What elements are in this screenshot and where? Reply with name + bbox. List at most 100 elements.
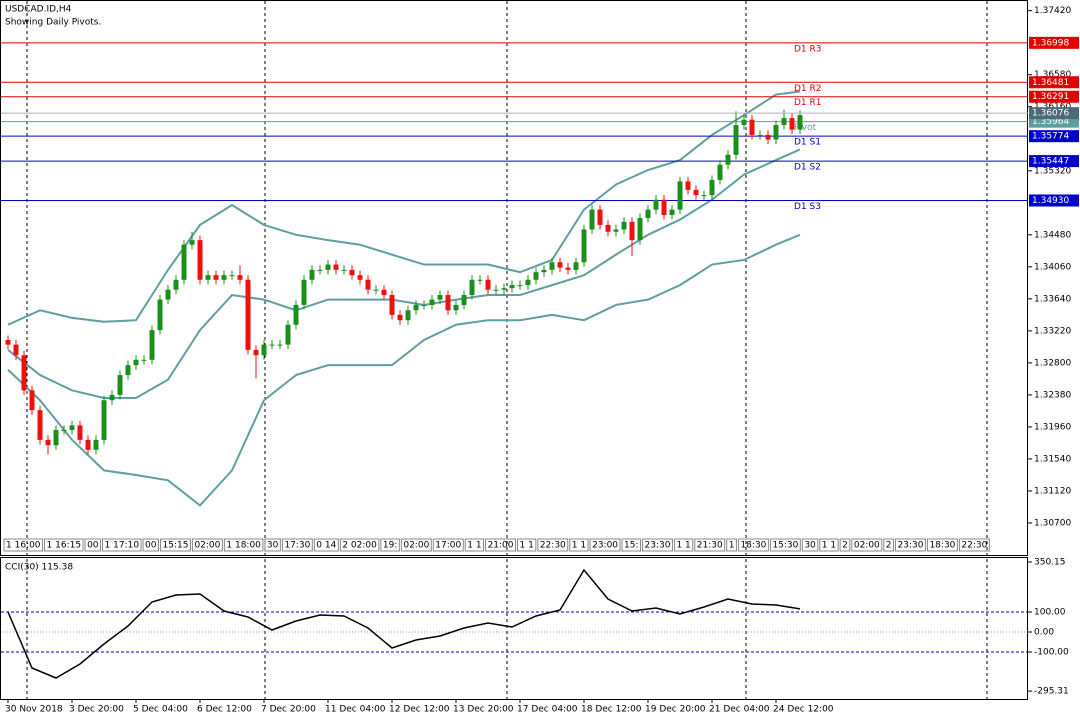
session-label: 1 1 <box>572 541 586 551</box>
candle-body <box>117 375 123 395</box>
candle-body <box>781 118 787 126</box>
pivot-name: D1 S1 <box>794 138 821 148</box>
candle-body <box>725 154 731 165</box>
session-box <box>44 538 84 552</box>
candle-body <box>77 425 83 440</box>
candle-body <box>421 304 427 306</box>
y-tick-label: 1.31540 <box>1034 454 1071 464</box>
y-tick-label: 1.36580 <box>1034 70 1071 80</box>
session-box <box>839 538 851 552</box>
session-box <box>142 538 159 552</box>
session-box <box>400 538 432 552</box>
pivot-box <box>1029 130 1079 143</box>
session-label: 30 <box>267 541 279 551</box>
candle-body <box>405 310 411 321</box>
candle-body <box>413 304 419 311</box>
candle-body <box>453 304 459 311</box>
session-label: 17:00 <box>435 541 461 551</box>
session-box <box>589 538 621 552</box>
candle-body <box>277 344 283 346</box>
session-box <box>621 538 642 552</box>
session-box <box>313 538 339 552</box>
session-box <box>432 538 464 552</box>
session-label: 0 14 <box>316 541 336 551</box>
x-tick-label: 17 Dec 04:00 <box>517 705 578 715</box>
pivot-value: 1.35774 <box>1032 132 1069 142</box>
bollinger-band <box>7 233 801 507</box>
candle-body <box>653 199 659 210</box>
session-label: 21:00 <box>488 541 514 551</box>
candle-body <box>709 179 715 196</box>
session-box <box>819 538 839 552</box>
candle-body <box>389 295 395 315</box>
pivot-box <box>1029 155 1079 168</box>
candle-body <box>157 299 163 331</box>
y-tick-label: 1.31960 <box>1034 422 1071 432</box>
candle-body <box>685 181 691 190</box>
session-label: 2 02:00 <box>342 541 377 551</box>
candle-body <box>797 115 803 130</box>
session-label: 30 <box>804 541 816 551</box>
session-label: 2 <box>842 541 848 551</box>
cci-line <box>7 568 801 679</box>
bollinger-band <box>7 90 801 326</box>
y-tick-label: 1.37420 <box>1034 6 1071 16</box>
candle-body <box>613 229 619 232</box>
session-box <box>380 538 400 552</box>
session-label: 15:15 <box>163 541 189 551</box>
y-tick-label: 1.33220 <box>1034 326 1071 336</box>
candle-body <box>717 164 723 180</box>
candle-body <box>253 349 259 356</box>
candle-body <box>61 429 67 431</box>
session-label: 00 <box>87 541 99 551</box>
y-tick-label: 1.30700 <box>1034 518 1071 528</box>
session-label: 1 18:00 <box>226 541 261 551</box>
candle-body <box>133 359 139 366</box>
x-tick-label: 12 Dec 12:00 <box>389 705 450 715</box>
session-label: 1 1 <box>520 541 534 551</box>
session-box <box>926 538 958 552</box>
candle-body <box>173 279 179 290</box>
pivot-name: D1 S2 <box>794 163 821 173</box>
session-label: 1 1 <box>676 541 690 551</box>
cci-title: CCI(30) 115.38 <box>5 563 73 573</box>
session-label: 2 <box>886 541 892 551</box>
candle-body <box>293 304 299 325</box>
y-tick-label: 1.32800 <box>1034 358 1071 368</box>
candle-body <box>597 209 603 225</box>
candle-body <box>701 195 707 197</box>
session-label: 1 16:00 <box>6 541 41 551</box>
candle-body <box>621 221 627 230</box>
candle-body <box>581 229 587 263</box>
candle-body <box>501 288 507 290</box>
candle-body <box>517 285 523 287</box>
candle-body <box>549 262 555 270</box>
candle-body <box>661 199 667 215</box>
y-tick-label: 350.15 <box>1034 557 1066 567</box>
session-label: 23:30 <box>645 541 671 551</box>
session-box <box>883 538 895 552</box>
candle-body <box>341 269 347 271</box>
x-tick-label: 21 Dec 04:00 <box>709 705 770 715</box>
candle-body <box>533 272 539 280</box>
session-box <box>851 538 883 552</box>
candle-body <box>93 439 99 450</box>
pivot-box <box>1029 194 1079 207</box>
pivot-value: 1.36481 <box>1032 78 1069 88</box>
session-box <box>485 538 516 552</box>
candle-body <box>525 279 531 286</box>
candle-body <box>301 279 307 305</box>
candle-body <box>557 262 563 268</box>
candle-body <box>693 189 699 196</box>
x-tick-label: 19 Dec 20:00 <box>645 705 706 715</box>
session-box <box>737 538 769 552</box>
candle-body <box>189 240 195 245</box>
y-tick-label: 100.00 <box>1034 608 1066 618</box>
candle-body <box>733 125 739 155</box>
pivot-value: 1.36291 <box>1032 92 1069 102</box>
candle-body <box>349 269 355 276</box>
session-label: 00 <box>145 541 157 551</box>
candle-body <box>69 425 75 430</box>
candle-body <box>85 439 91 450</box>
